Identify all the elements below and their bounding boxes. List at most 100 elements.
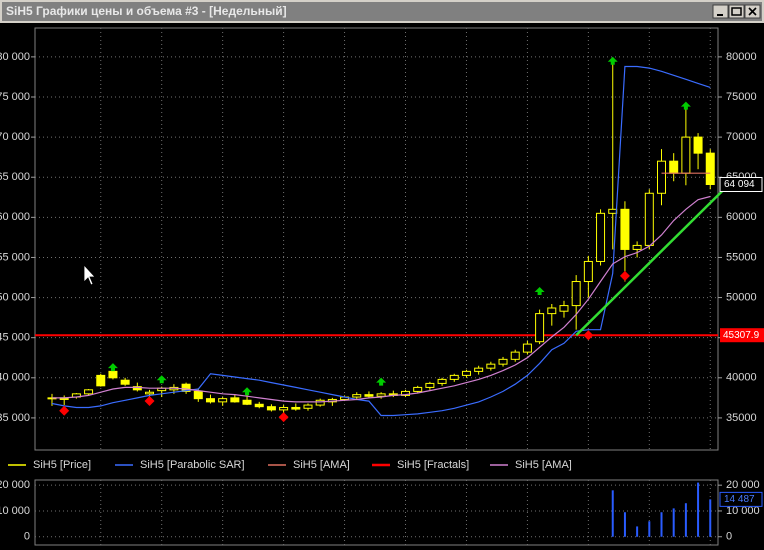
fractal-up <box>607 56 618 65</box>
legend-label: SiH5 [AMA] <box>293 459 350 471</box>
left-y-tick-label: 80 000 <box>0 51 30 63</box>
candle-body <box>596 212 606 262</box>
trend-line <box>575 189 724 337</box>
fractal-down <box>619 270 630 281</box>
candle-body <box>474 367 484 372</box>
candle-body <box>401 390 411 396</box>
candle-body <box>559 305 569 312</box>
left-y-tick-label: 45 000 <box>0 332 30 344</box>
left-y-tick-label: 70 000 <box>0 131 30 143</box>
candle-body <box>376 393 386 397</box>
fractal-up <box>376 377 387 386</box>
indicator-line <box>51 65 711 417</box>
candle-body <box>120 379 130 385</box>
level-label-box <box>720 328 764 343</box>
volume-bar <box>709 499 712 537</box>
volume-bar <box>611 490 614 537</box>
candle-body <box>449 374 459 380</box>
fractal-down <box>583 330 594 341</box>
legend-label: SiH5 [Fractals] <box>397 459 469 471</box>
legend-label: SiH5 [AMA] <box>515 459 572 471</box>
y-tick-label: 40000 <box>726 372 757 384</box>
candle-body <box>108 370 118 379</box>
candle-body <box>254 403 264 408</box>
y-tick-label: 70000 <box>726 131 757 143</box>
left-y-tick-label: 50 000 <box>0 291 30 303</box>
window-title: SiH5 Графики цены и объема #3 - [Недельн… <box>6 4 287 18</box>
last-price-box <box>719 176 763 192</box>
mouse-cursor <box>83 263 96 286</box>
volume-left-tick-label: 20 000 <box>0 479 30 491</box>
maximize-icon <box>731 7 742 16</box>
candle-body <box>96 374 106 387</box>
y-tick-label: 35000 <box>726 412 757 424</box>
last-volume-label: 14 487 <box>724 494 755 505</box>
minimize-button[interactable] <box>712 4 729 19</box>
candle-body <box>413 386 423 392</box>
candle-body <box>571 281 581 307</box>
plot-frame <box>34 27 719 451</box>
candle-body <box>461 370 471 376</box>
candle-body <box>364 394 374 397</box>
fractal-down <box>59 405 70 416</box>
indicator-line <box>52 195 711 403</box>
candle-body <box>291 406 301 410</box>
volume-bar <box>636 526 639 537</box>
candle-body <box>181 383 191 392</box>
candle-body <box>279 406 289 411</box>
fractal-up <box>156 375 167 384</box>
volume-left-tick-label: 0 <box>24 531 30 543</box>
candle-body <box>498 358 508 365</box>
fractal-up <box>242 387 253 396</box>
y-tick-label: 80000 <box>726 51 757 63</box>
volume-bar <box>684 503 687 537</box>
fractal-up <box>534 286 545 295</box>
volume-y-tick-label: 0 <box>726 531 732 543</box>
y-tick-label: 50000 <box>726 291 757 303</box>
candle-body <box>583 260 593 283</box>
candle-body <box>486 363 496 369</box>
candle-body <box>315 399 325 406</box>
volume-bar <box>660 512 663 537</box>
volume-y-tick-label: 20 000 <box>726 479 760 491</box>
volume-bar <box>697 482 700 537</box>
candle-body <box>632 244 642 250</box>
candle-body <box>352 394 362 398</box>
candle-body <box>644 192 654 246</box>
volume-bar <box>648 521 651 537</box>
y-tick-label: 55000 <box>726 251 757 263</box>
left-y-tick-label: 35 000 <box>0 412 30 424</box>
last-volume-box <box>719 491 763 507</box>
candle-body <box>669 160 679 174</box>
legend-label: SiH5 [Parabolic SAR] <box>140 459 245 471</box>
window-buttons[interactable] <box>712 4 761 19</box>
fractal-down <box>144 396 155 407</box>
candle-body <box>608 208 618 214</box>
candle-body <box>303 404 313 409</box>
last-price-label: 64 094 <box>724 179 755 190</box>
candle-body <box>218 398 228 403</box>
left-y-tick-label: 65 000 <box>0 171 30 183</box>
volume-bar <box>672 508 675 537</box>
volume-bar <box>623 512 626 537</box>
candle-body <box>84 389 94 395</box>
candle-body <box>205 398 215 403</box>
legend-label: SiH5 [Price] <box>33 459 91 471</box>
fractal-up <box>680 101 691 110</box>
candle-body <box>266 406 276 411</box>
candle-body <box>705 152 715 185</box>
level-label: 45307.9 <box>723 330 760 341</box>
left-y-tick-label: 75 000 <box>0 91 30 103</box>
y-tick-label: 75000 <box>726 91 757 103</box>
fractal-up <box>107 363 118 372</box>
y-tick-label: 60000 <box>726 211 757 223</box>
fractal-down <box>278 412 289 423</box>
candle-body <box>657 160 666 194</box>
candle-body <box>242 399 252 405</box>
close-icon <box>748 7 757 16</box>
candle-body <box>681 136 691 174</box>
candle-body <box>230 397 240 403</box>
candle-body <box>193 390 203 400</box>
